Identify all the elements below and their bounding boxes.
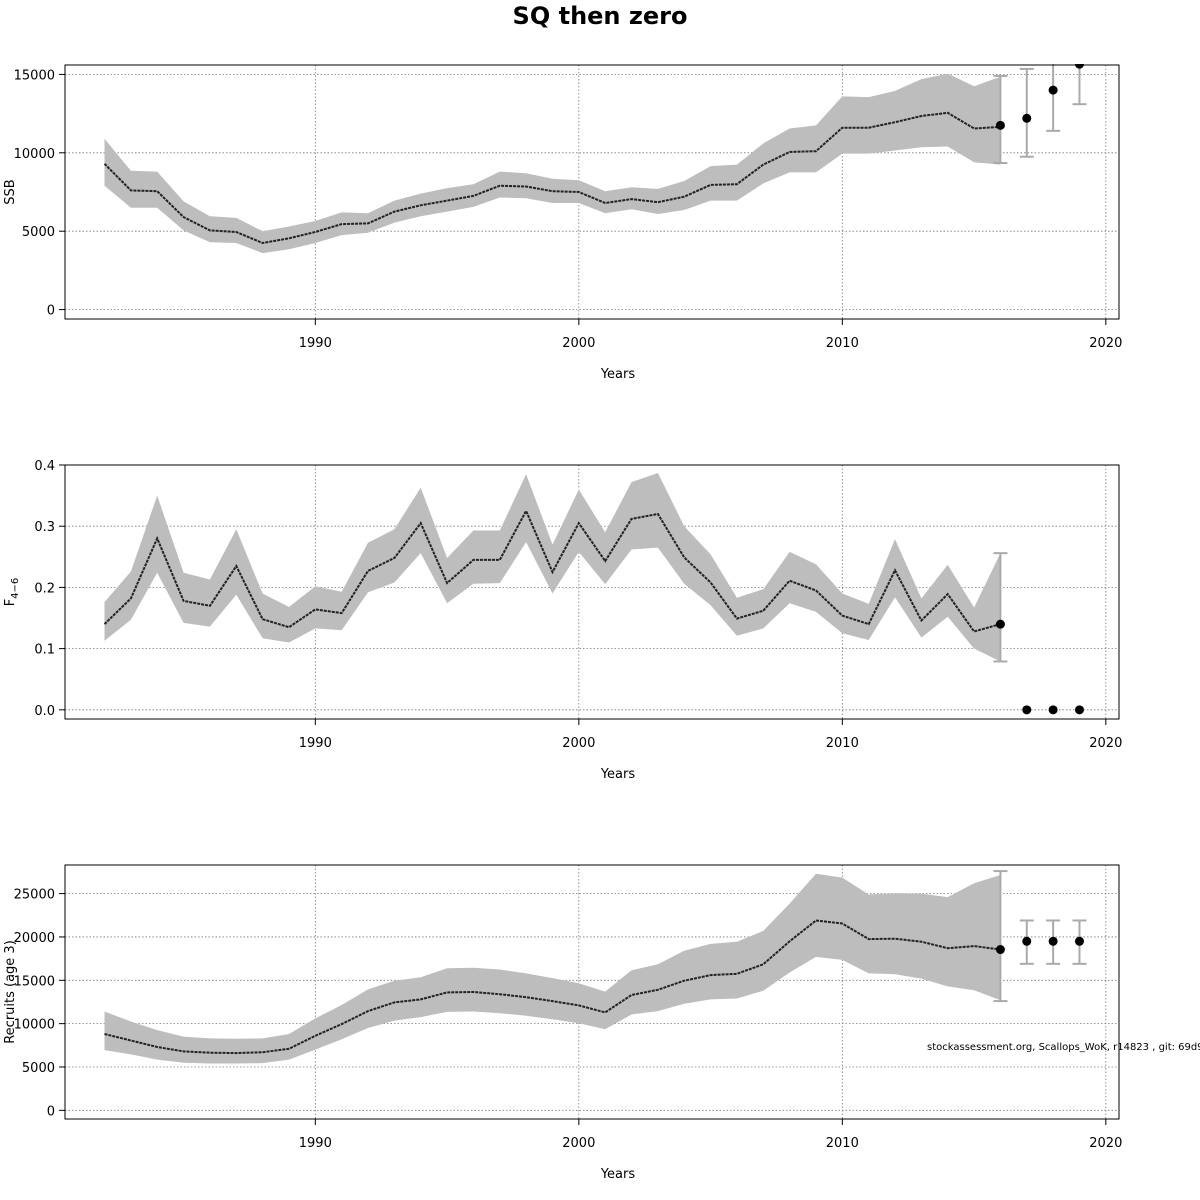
- y-axis-label: Recruits (age 3): [3, 940, 18, 1044]
- y-tick-label: 5000: [22, 225, 55, 240]
- y-tick-label: 0.4: [34, 459, 55, 474]
- projection-point: [1022, 936, 1032, 946]
- projection-point: [1048, 85, 1058, 95]
- y-tick-label: 0.1: [34, 643, 55, 658]
- x-tick-label: 2020: [1089, 336, 1122, 351]
- y-tick-label: 0.2: [34, 581, 55, 596]
- projection-point: [1022, 705, 1032, 715]
- panel-top-mask: [63, 805, 1157, 864]
- estimate-line: [103, 111, 1001, 245]
- plot-frame: [64, 864, 1120, 1120]
- x-axis-label: Years: [600, 1167, 636, 1182]
- panel-recruits: 1990 2000 2010 2020 0 5000 10000 15000 20000 2500…: [3, 805, 1157, 1182]
- footnote: stockassessment.org, Scallops_WoK, r1482…: [927, 1042, 1200, 1053]
- projection-point: [1048, 936, 1058, 946]
- y-axis-label-subscript: 4−6: [10, 578, 21, 599]
- y-tick-label: 25000: [14, 888, 55, 903]
- y-axis-label: F4−6: [3, 578, 21, 607]
- x-tick-label: 2010: [826, 1136, 859, 1151]
- estimate-line: [104, 919, 1001, 1055]
- projection-point: [995, 945, 1005, 955]
- panel-ssb: 1990 2000 2010 2020 0 5000 10000 15000 Years SSB: [3, 5, 1157, 382]
- x-tick-label: 1990: [299, 1136, 332, 1151]
- x-tick-label: 2000: [562, 736, 595, 751]
- chart-title: SQ then zero: [513, 2, 688, 30]
- panel-top-mask: [63, 405, 1157, 464]
- x-tick-label: 2010: [826, 336, 859, 351]
- x-tick-label: 2020: [1089, 736, 1122, 751]
- projection-point: [1048, 705, 1058, 715]
- estimate-line: [103, 508, 1001, 633]
- x-tick-label: 2000: [562, 1136, 595, 1151]
- y-tick-label: 5000: [22, 1061, 55, 1076]
- panel-f: 1990 2000 2010 2020 0.0 0.1 0.2 0.3 0.4 Years F4−6: [3, 405, 1157, 782]
- x-tick-label: 2000: [562, 336, 595, 351]
- y-tick-label: 0.3: [34, 520, 55, 535]
- y-tick-label: 10000: [14, 147, 55, 162]
- x-tick-label: 1990: [299, 736, 332, 751]
- y-tick-label: 15000: [14, 68, 55, 83]
- y-tick-label: 10000: [14, 1018, 55, 1033]
- projection-point: [995, 619, 1005, 629]
- y-axis-label: SSB: [3, 179, 18, 204]
- x-tick-label: 1990: [299, 336, 332, 351]
- plot-frame: [64, 64, 1120, 320]
- x-tick-label: 2020: [1089, 1136, 1122, 1151]
- projection-point: [1022, 113, 1032, 123]
- y-tick-label: 0: [47, 1104, 55, 1119]
- confidence-band: [104, 473, 1001, 662]
- projection-point: [995, 120, 1005, 130]
- x-axis-label: Years: [600, 767, 636, 782]
- y-tick-label: 15000: [14, 974, 55, 989]
- x-tick-label: 2010: [826, 736, 859, 751]
- y-tick-label: 0.0: [34, 704, 55, 719]
- confidence-band: [104, 873, 1001, 1064]
- x-axis-label: Years: [600, 367, 636, 382]
- confidence-band: [104, 73, 1001, 254]
- projection-point: [1074, 936, 1084, 946]
- plot-frame: [64, 464, 1120, 720]
- projection-point: [1074, 705, 1084, 715]
- y-tick-label: 20000: [14, 931, 55, 946]
- y-tick-label: 0: [47, 304, 55, 319]
- panel-top-mask: [63, 5, 1157, 64]
